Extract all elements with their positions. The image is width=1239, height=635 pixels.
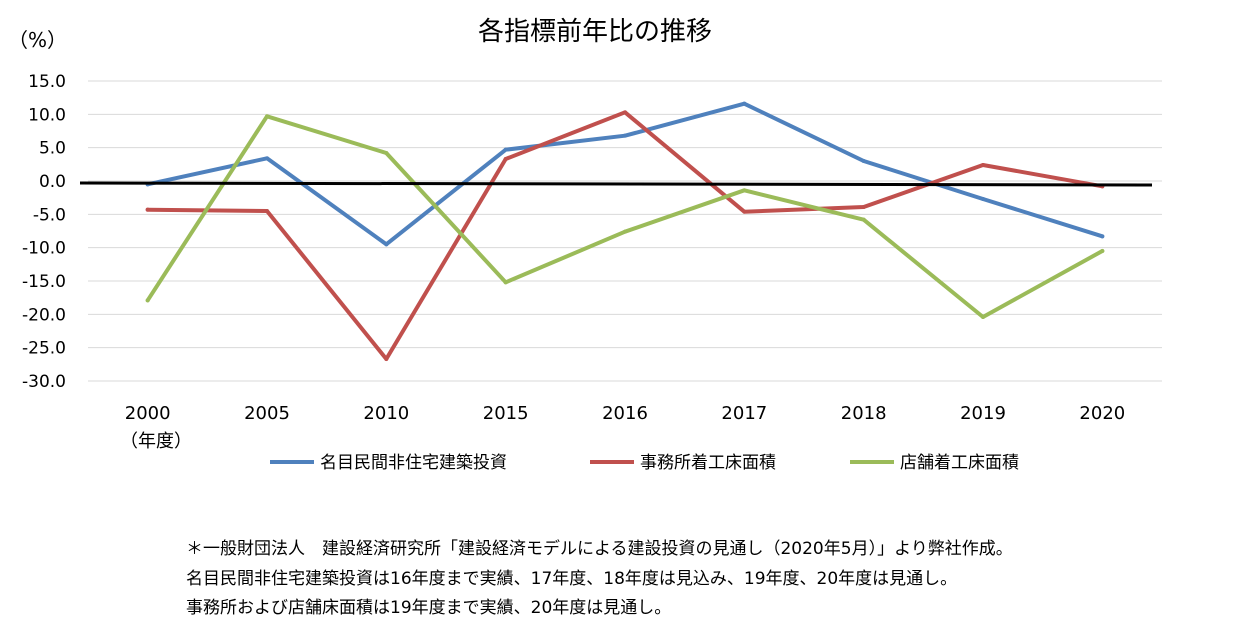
series-lines (145, 101, 1105, 361)
y-tick-label: -20.0 (22, 305, 66, 325)
legend: 名目民間非住宅建築投資 事務所着工床面積 店舗着工床面積 (270, 453, 1019, 473)
data-point (861, 217, 866, 222)
x-tick-label: 2019 (960, 403, 1006, 424)
data-point (981, 163, 985, 167)
data-point (861, 159, 866, 163)
data-point (742, 101, 747, 106)
legend-label-2: 店舗着工床面積 (900, 453, 1019, 473)
y-axis-ticks: 15.0 10.0 5.0 0.0 -5.0 -10.0 -15.0 -20.0 -25.0 -3… (22, 72, 66, 392)
data-point (265, 114, 269, 119)
x-tick-label: 2010 (363, 403, 409, 424)
y-tick-label: 5.0 (39, 139, 66, 159)
note-source: ＊一般財団法人 建設経済研究所「建設経済モデルによる建設投資の見通し（2020年… (186, 539, 1013, 559)
x-tick-label: 2020 (1079, 403, 1125, 424)
note-floor-area: 事務所および店舗床面積は19年度まで実績、20年度は見通し。 (186, 598, 672, 618)
x-tick-label: 2018 (841, 403, 887, 424)
data-point (742, 209, 747, 214)
y-tick-label: 0.0 (39, 172, 66, 192)
y-tick-label: -25.0 (22, 339, 66, 359)
y-tick-label: -10.0 (22, 239, 66, 259)
data-point (503, 157, 508, 161)
data-point (265, 156, 269, 161)
x-tick-label: 2016 (602, 403, 648, 424)
data-point (1100, 249, 1105, 253)
y-tick-label: -15.0 (22, 272, 66, 292)
x-tick-label: 2015 (483, 403, 529, 424)
data-point (384, 242, 389, 247)
gridlines (88, 80, 1162, 382)
data-point (623, 133, 627, 138)
data-point (861, 205, 866, 209)
data-point (145, 207, 150, 212)
zero-baseline (79, 181, 1153, 187)
x-tick-label: 2000 (125, 403, 171, 424)
data-point (981, 197, 985, 201)
series-line-1 (145, 110, 1105, 361)
data-point (145, 298, 150, 303)
x-tick-label: 2017 (721, 403, 767, 424)
data-point (503, 147, 508, 152)
data-point (981, 315, 985, 319)
y-axis-unit: （%） (8, 28, 67, 52)
series-line-2 (145, 114, 1105, 319)
x-axis-note: （年度） (120, 431, 192, 452)
data-point (503, 280, 508, 285)
data-point (265, 209, 269, 213)
data-point (384, 151, 389, 155)
data-point (384, 357, 389, 361)
data-point (1100, 234, 1105, 239)
data-point (742, 188, 747, 193)
y-tick-label: -30.0 (22, 372, 66, 392)
chart-title: 各指標前年比の推移 (478, 17, 712, 47)
legend-label-1: 事務所着工床面積 (640, 453, 776, 473)
y-tick-label: 10.0 (28, 105, 66, 125)
data-point (623, 110, 627, 115)
x-tick-label: 2005 (244, 403, 290, 424)
y-tick-label: -5.0 (33, 205, 66, 225)
data-point (623, 229, 627, 234)
legend-label-0: 名目民間非住宅建築投資 (320, 453, 507, 473)
x-axis-ticks: 2000 2005 2010 2015 2016 2017 2018 2019 2020 (125, 403, 1125, 424)
y-tick-label: 15.0 (28, 72, 66, 92)
note-investment: 名目民間非住宅建築投資は16年度まで実績、17年度、18年度は見込み、19年度、… (186, 569, 958, 589)
